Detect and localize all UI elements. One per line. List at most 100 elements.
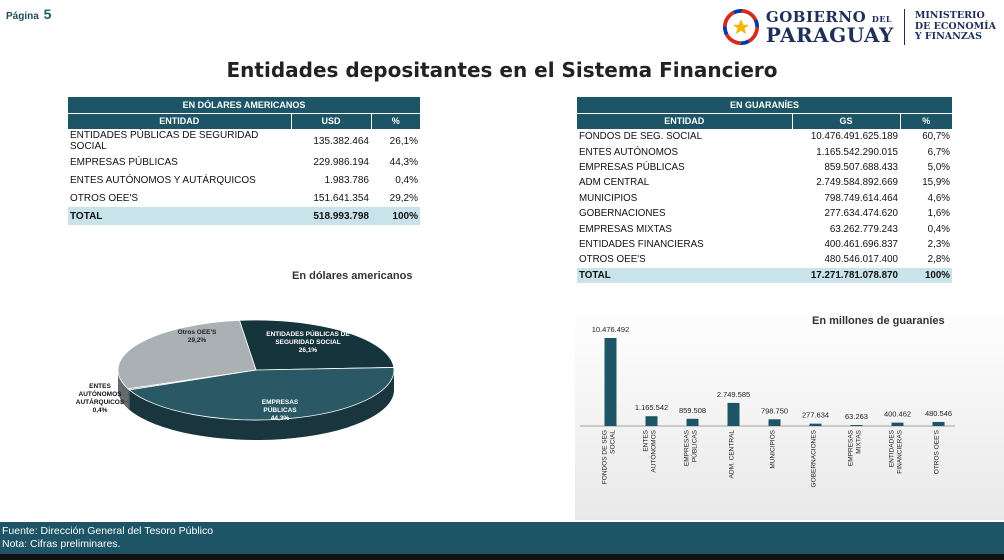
entity-cell: EMPRESAS PÚBLICAS — [70, 156, 178, 168]
total-percent: 100% — [371, 207, 420, 225]
bar-tick-label: MUNICIPIOS — [770, 429, 777, 468]
pie-label-line: ENTIDADES PÚBLICAS DE — [266, 329, 350, 338]
amount-cell: 400.461.696.837 — [824, 238, 898, 250]
tick-label-line: EMPRESAS — [684, 429, 691, 466]
bar-value-label: 859.508 — [679, 406, 706, 415]
percent-cell: 0,4% — [395, 174, 418, 186]
amount-cell: 1.165.542.290.015 — [816, 146, 898, 158]
total-amount: 17.271.781.078.870 — [792, 267, 900, 283]
amount-cell: 480.546.017.400 — [824, 254, 898, 266]
amount-cell: 1.983.786 — [324, 174, 370, 186]
table-row: EMPRESAS MIXTAS 63.262.779.243 0,4% — [577, 221, 952, 236]
pie-slice-side — [129, 370, 394, 440]
emblem-icon — [722, 8, 759, 46]
bar — [686, 418, 699, 426]
percent-cell: 29,2% — [389, 192, 418, 204]
column-header: ENTIDAD — [68, 113, 292, 129]
amount-cell: 10.476.491.625.189 — [810, 131, 898, 143]
logo-line1: GOBIERNO — [765, 7, 867, 26]
tick-label-line: SOCIAL — [610, 430, 617, 454]
pie-slice — [117, 319, 257, 390]
entity-cell: EMPRESAS PÚBLICAS — [579, 161, 685, 173]
percent-cell: 15,9% — [922, 177, 950, 189]
percent-cell: 44,3% — [389, 156, 418, 168]
total-row: TOTAL 17.271.781.078.870 100% — [577, 267, 952, 283]
percent-cell: 2,8% — [927, 254, 950, 266]
tick-label-line: ENTIDADES — [889, 429, 896, 467]
ministry-line: DE ECONOMÍA — [914, 20, 996, 32]
entity-cell: ENTIDADES FINANCIERAS — [579, 238, 704, 250]
table-row: EMPRESAS PÚBLICAS 229.986.194 44,3% — [68, 153, 420, 171]
gs-table-caption: EN GUARANÍES — [577, 97, 952, 114]
total-percent: 100% — [900, 267, 952, 283]
pie-leader-line — [119, 400, 129, 404]
logo-divider — [903, 9, 905, 45]
column-header: USD — [291, 113, 372, 129]
bar-tick-label: EMPRESASMIXTAS — [848, 429, 863, 466]
bar-tick-label: ENTIDADESFINANCIERAS — [889, 429, 904, 473]
percent-cell: 2,3% — [927, 238, 950, 250]
amount-cell: 229.986.194 — [313, 156, 369, 168]
footer: Fuente: Dirección General del Tesoro Púb… — [0, 522, 1004, 554]
entity-cell: OTROS OEE'S — [70, 192, 139, 204]
bar-value-label: 277.634 — [802, 411, 829, 420]
pie-slice-label: ENTIDADES PÚBLICAS DE SEGURIDAD SOCIAL 26,… — [266, 329, 350, 354]
table-row: GOBERNACIONES 277.634.474.620 1,6% — [577, 206, 952, 221]
pie-label-line: Otros OEE'S — [178, 329, 217, 336]
bar-tick-label: OTROS OEE'S — [934, 429, 941, 474]
amount-cell: 151.641.354 — [313, 192, 369, 204]
gs-table: EN GUARANÍES ENTIDAD GS % FONDOS DE SEG.… — [577, 97, 952, 283]
pie-label-line: 0,4% — [93, 407, 108, 414]
entity-cell: ENTES AUTÓNOMOS Y AUTÁRQUICOS — [70, 174, 256, 186]
pie-chart-title: En dólares americanos — [292, 270, 413, 282]
pie-label-line: AUTÓNOMOS — [79, 389, 123, 398]
bar-tick-label: GOBERNACIONES — [811, 429, 818, 487]
entity-cell: ENTES AUTÓNOMOS — [579, 146, 679, 158]
page-label: Página — [6, 11, 39, 22]
table-row: EMPRESAS PÚBLICAS 859.507.688.433 5,0% — [577, 160, 952, 175]
bar-tick-label: FONDOS DE SEGSOCIAL — [602, 430, 617, 485]
table-row: ENTES AUTÓNOMOS 1.165.542.290.015 6,7% — [577, 144, 952, 159]
table-row: OTROS OEE'S 480.546.017.400 2,8% — [577, 252, 952, 267]
table-row: ADM CENTRAL 2.749.584.892.669 15,9% — [577, 175, 952, 190]
table-row: ENTES AUTÓNOMOS Y AUTÁRQUICOS 1.983.786 … — [68, 171, 420, 189]
pie-label-line: ENTES — [89, 383, 111, 390]
logo-line2: PARAGUAY — [765, 22, 894, 47]
amount-cell: 135.382.464 — [313, 135, 369, 147]
table-row: OTROS OEE'S 151.641.354 29,2% — [68, 189, 420, 207]
bar-value-label: 1.165.542 — [635, 403, 668, 412]
tick-label-line: MIXTAS — [856, 429, 863, 453]
tick-label-line: FONDOS DE SEG — [602, 430, 609, 484]
pie-slice-side — [128, 388, 130, 410]
percent-cell: 5,0% — [927, 161, 950, 173]
page-number-value: 5 — [43, 6, 52, 22]
bar — [645, 416, 658, 426]
ministry-line: Y FINANZAS — [914, 31, 983, 43]
ministry-line: MINISTERIO — [914, 9, 985, 21]
bar-value-label: 63.263 — [845, 412, 868, 421]
amount-cell: 277.634.474.620 — [824, 208, 898, 220]
bar — [809, 423, 822, 426]
bar-value-label: 798.750 — [761, 406, 788, 415]
table-row: ENTIDADES PÚBLICAS DE SEGURIDAD SOCIAL 1… — [68, 129, 420, 153]
bar — [604, 338, 617, 426]
entity-cell: FONDOS DE SEG. SOCIAL — [579, 131, 703, 143]
bar-chart-title: En millones de guaraníes — [812, 315, 945, 327]
percent-cell: 6,7% — [927, 146, 950, 158]
pie-label-line: PÚBLICAS — [263, 405, 297, 414]
bar-tick-label: ENTESAUTÓNOMOS — [643, 429, 658, 472]
government-logo: GOBIERNO DEL PARAGUAY MINISTERIO DE ECON… — [722, 8, 996, 46]
bar-value-label: 2.749.585 — [717, 390, 750, 399]
bar-value-label: 10.476.492 — [592, 325, 630, 334]
tick-label-line: FINANCIERAS — [897, 429, 904, 473]
bar — [850, 425, 863, 426]
bar — [932, 421, 945, 426]
tick-label-line: GOBERNACIONES — [811, 429, 818, 487]
total-row: TOTAL 518.993.798 100% — [68, 207, 420, 225]
entity-cell: MUNICIPIOS — [579, 192, 638, 204]
logo-line1-small: DEL — [871, 13, 893, 24]
percent-cell: 1,6% — [927, 208, 950, 220]
page-number: Página 5 — [6, 6, 51, 22]
tick-label-line: MUNICIPIOS — [770, 429, 777, 468]
pie-label-line: SEGURIDAD SOCIAL — [275, 339, 340, 346]
